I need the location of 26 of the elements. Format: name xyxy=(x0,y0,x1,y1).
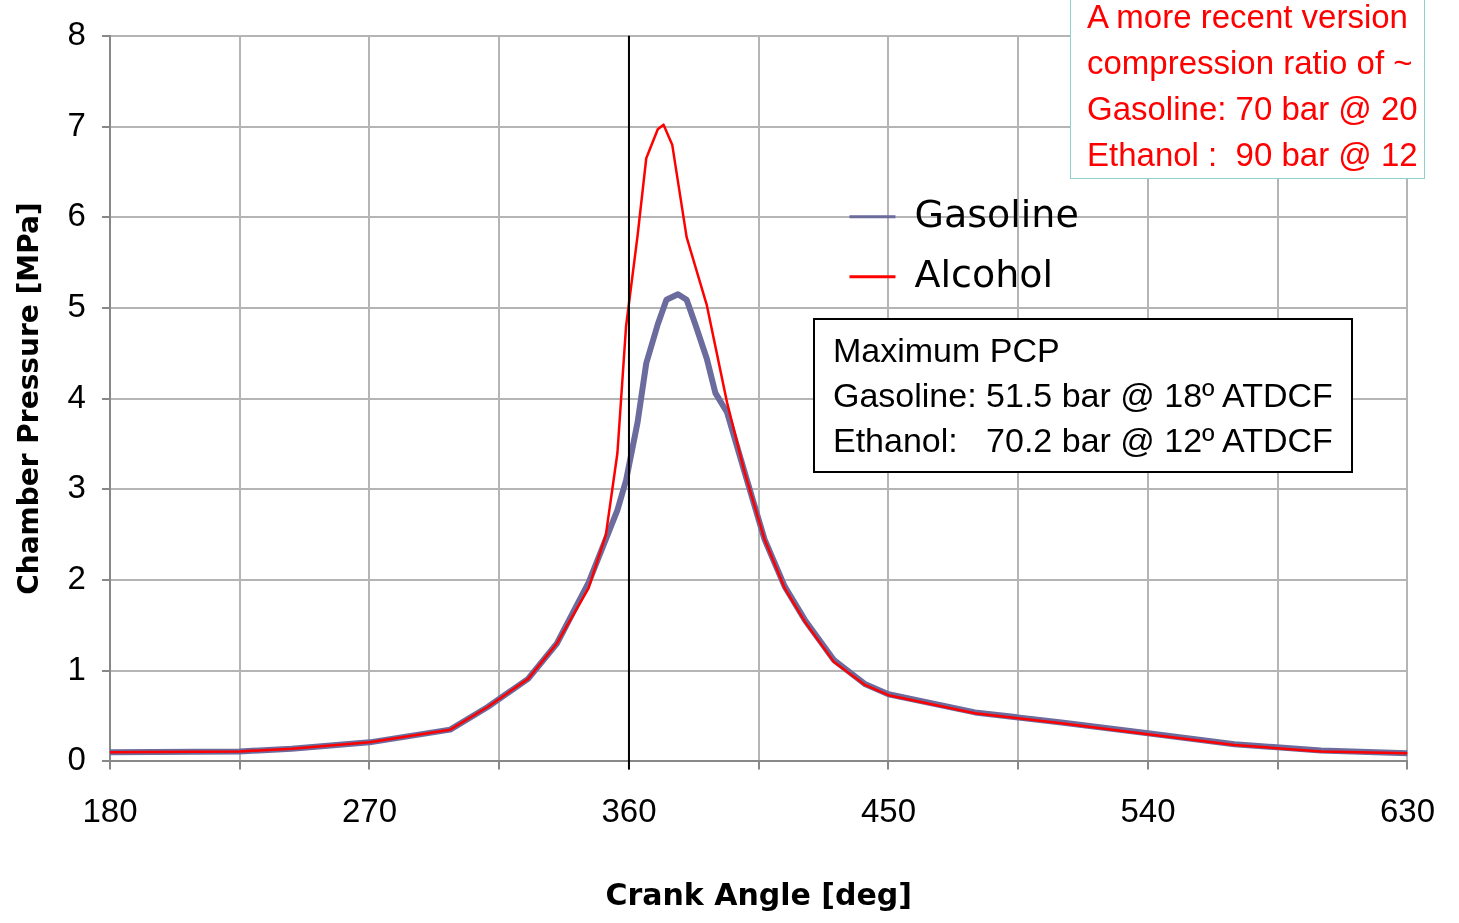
y-tick-label: 8 xyxy=(67,14,86,52)
y-tick-label: 7 xyxy=(67,105,86,143)
legend-label: Gasoline xyxy=(914,191,1079,236)
x-tick-label: 270 xyxy=(341,792,397,830)
x-tick-label: 630 xyxy=(1379,792,1435,830)
annotation: Ethanol : 90 bar @ 12 xyxy=(1087,136,1418,173)
x-tick-label: 360 xyxy=(601,792,657,830)
annotation: compression ratio of ~ xyxy=(1087,44,1413,81)
x-axis-title: Crank Angle [deg] xyxy=(605,876,913,912)
y-tick-label: 4 xyxy=(67,377,86,415)
y-tick-label: 0 xyxy=(67,740,86,778)
y-tick-label: 3 xyxy=(67,468,86,506)
y-tick-label: 6 xyxy=(67,196,86,234)
legend-label: Alcohol xyxy=(914,251,1054,296)
annotation: Ethanol: 70.2 bar @ 12º ATDCF xyxy=(833,421,1333,459)
annotation: Maximum PCP xyxy=(833,331,1060,369)
y-axis-title: Chamber Pressure [MPa] xyxy=(12,202,46,595)
annotation: Gasoline: 70 bar @ 20 xyxy=(1087,90,1418,127)
text: A more recent version xyxy=(1087,0,1408,35)
y-tick-label: 5 xyxy=(67,286,86,324)
x-tick-label: 450 xyxy=(860,792,916,830)
annotation: Gasoline: 51.5 bar @ 18º ATDCF xyxy=(833,376,1333,414)
y-tick-label: 2 xyxy=(67,559,86,597)
x-tick-label: 540 xyxy=(1120,792,1176,830)
y-tick-label: 1 xyxy=(67,649,86,687)
x-tick-label: 180 xyxy=(82,792,138,830)
